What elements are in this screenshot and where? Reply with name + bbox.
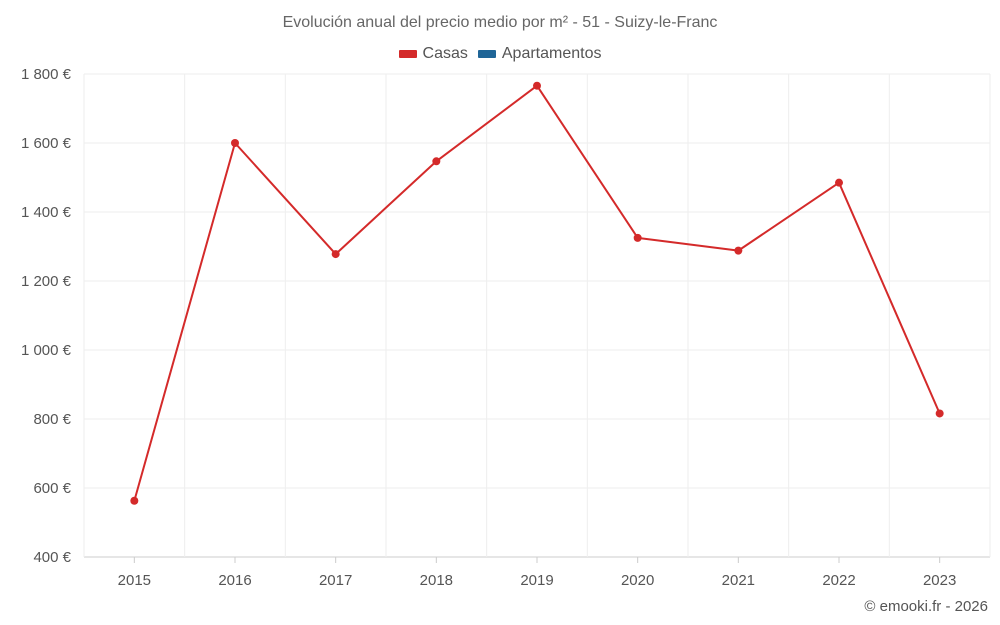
data-point[interactable] bbox=[331, 250, 340, 259]
y-tick-label: 1 800 € bbox=[21, 66, 72, 83]
legend-item-casas[interactable]: Casas bbox=[398, 45, 468, 63]
x-tick-label: 2015 bbox=[118, 572, 151, 589]
legend-swatch-casas bbox=[398, 50, 417, 58]
data-point[interactable] bbox=[130, 496, 139, 505]
data-point[interactable] bbox=[231, 139, 239, 147]
legend-item-apartamentos[interactable]: Apartamentos bbox=[477, 45, 602, 63]
y-tick-label: 1 200 € bbox=[21, 273, 72, 290]
x-tick-label: 2017 bbox=[319, 572, 352, 589]
chart-title: Evolución anual del precio medio por m² … bbox=[282, 14, 718, 31]
legend-label-apartamentos: Apartamentos bbox=[501, 45, 602, 62]
data-point[interactable] bbox=[432, 157, 441, 166]
data-point[interactable] bbox=[935, 409, 944, 418]
data-point[interactable] bbox=[533, 81, 541, 90]
x-tick-label: 2023 bbox=[923, 572, 956, 589]
y-tick-label: 1 600 € bbox=[21, 135, 72, 152]
legend-label-casas: Casas bbox=[422, 45, 468, 62]
series-layer bbox=[130, 81, 944, 505]
x-tick-label: 2018 bbox=[420, 572, 453, 589]
y-tick-label: 400 € bbox=[33, 549, 71, 566]
y-tick-label: 800 € bbox=[33, 411, 71, 428]
x-tick-label: 2016 bbox=[218, 572, 251, 589]
x-tick-label: 2020 bbox=[621, 572, 654, 589]
data-point[interactable] bbox=[734, 246, 743, 255]
copyright: © emooki.fr - 2026 bbox=[864, 598, 988, 615]
axes: 400 € 600 € 800 € 1 000 € 1 200 € 1 400 € 1 60… bbox=[21, 66, 956, 589]
legend-swatch-apartamentos bbox=[477, 50, 496, 58]
x-tick-label: 2022 bbox=[822, 572, 855, 589]
legend: Casas Apartamentos bbox=[0, 45, 1000, 63]
grid bbox=[83, 73, 991, 558]
y-tick-label: 1 400 € bbox=[21, 204, 72, 221]
x-tick-label: 2021 bbox=[722, 572, 755, 589]
y-tick-label: 600 € bbox=[33, 480, 71, 497]
data-point[interactable] bbox=[835, 178, 843, 187]
series-line-casas bbox=[133, 84, 941, 502]
x-tick-label: 2019 bbox=[520, 572, 553, 589]
data-point[interactable] bbox=[633, 233, 642, 242]
y-tick-label: 1 000 € bbox=[21, 342, 72, 359]
